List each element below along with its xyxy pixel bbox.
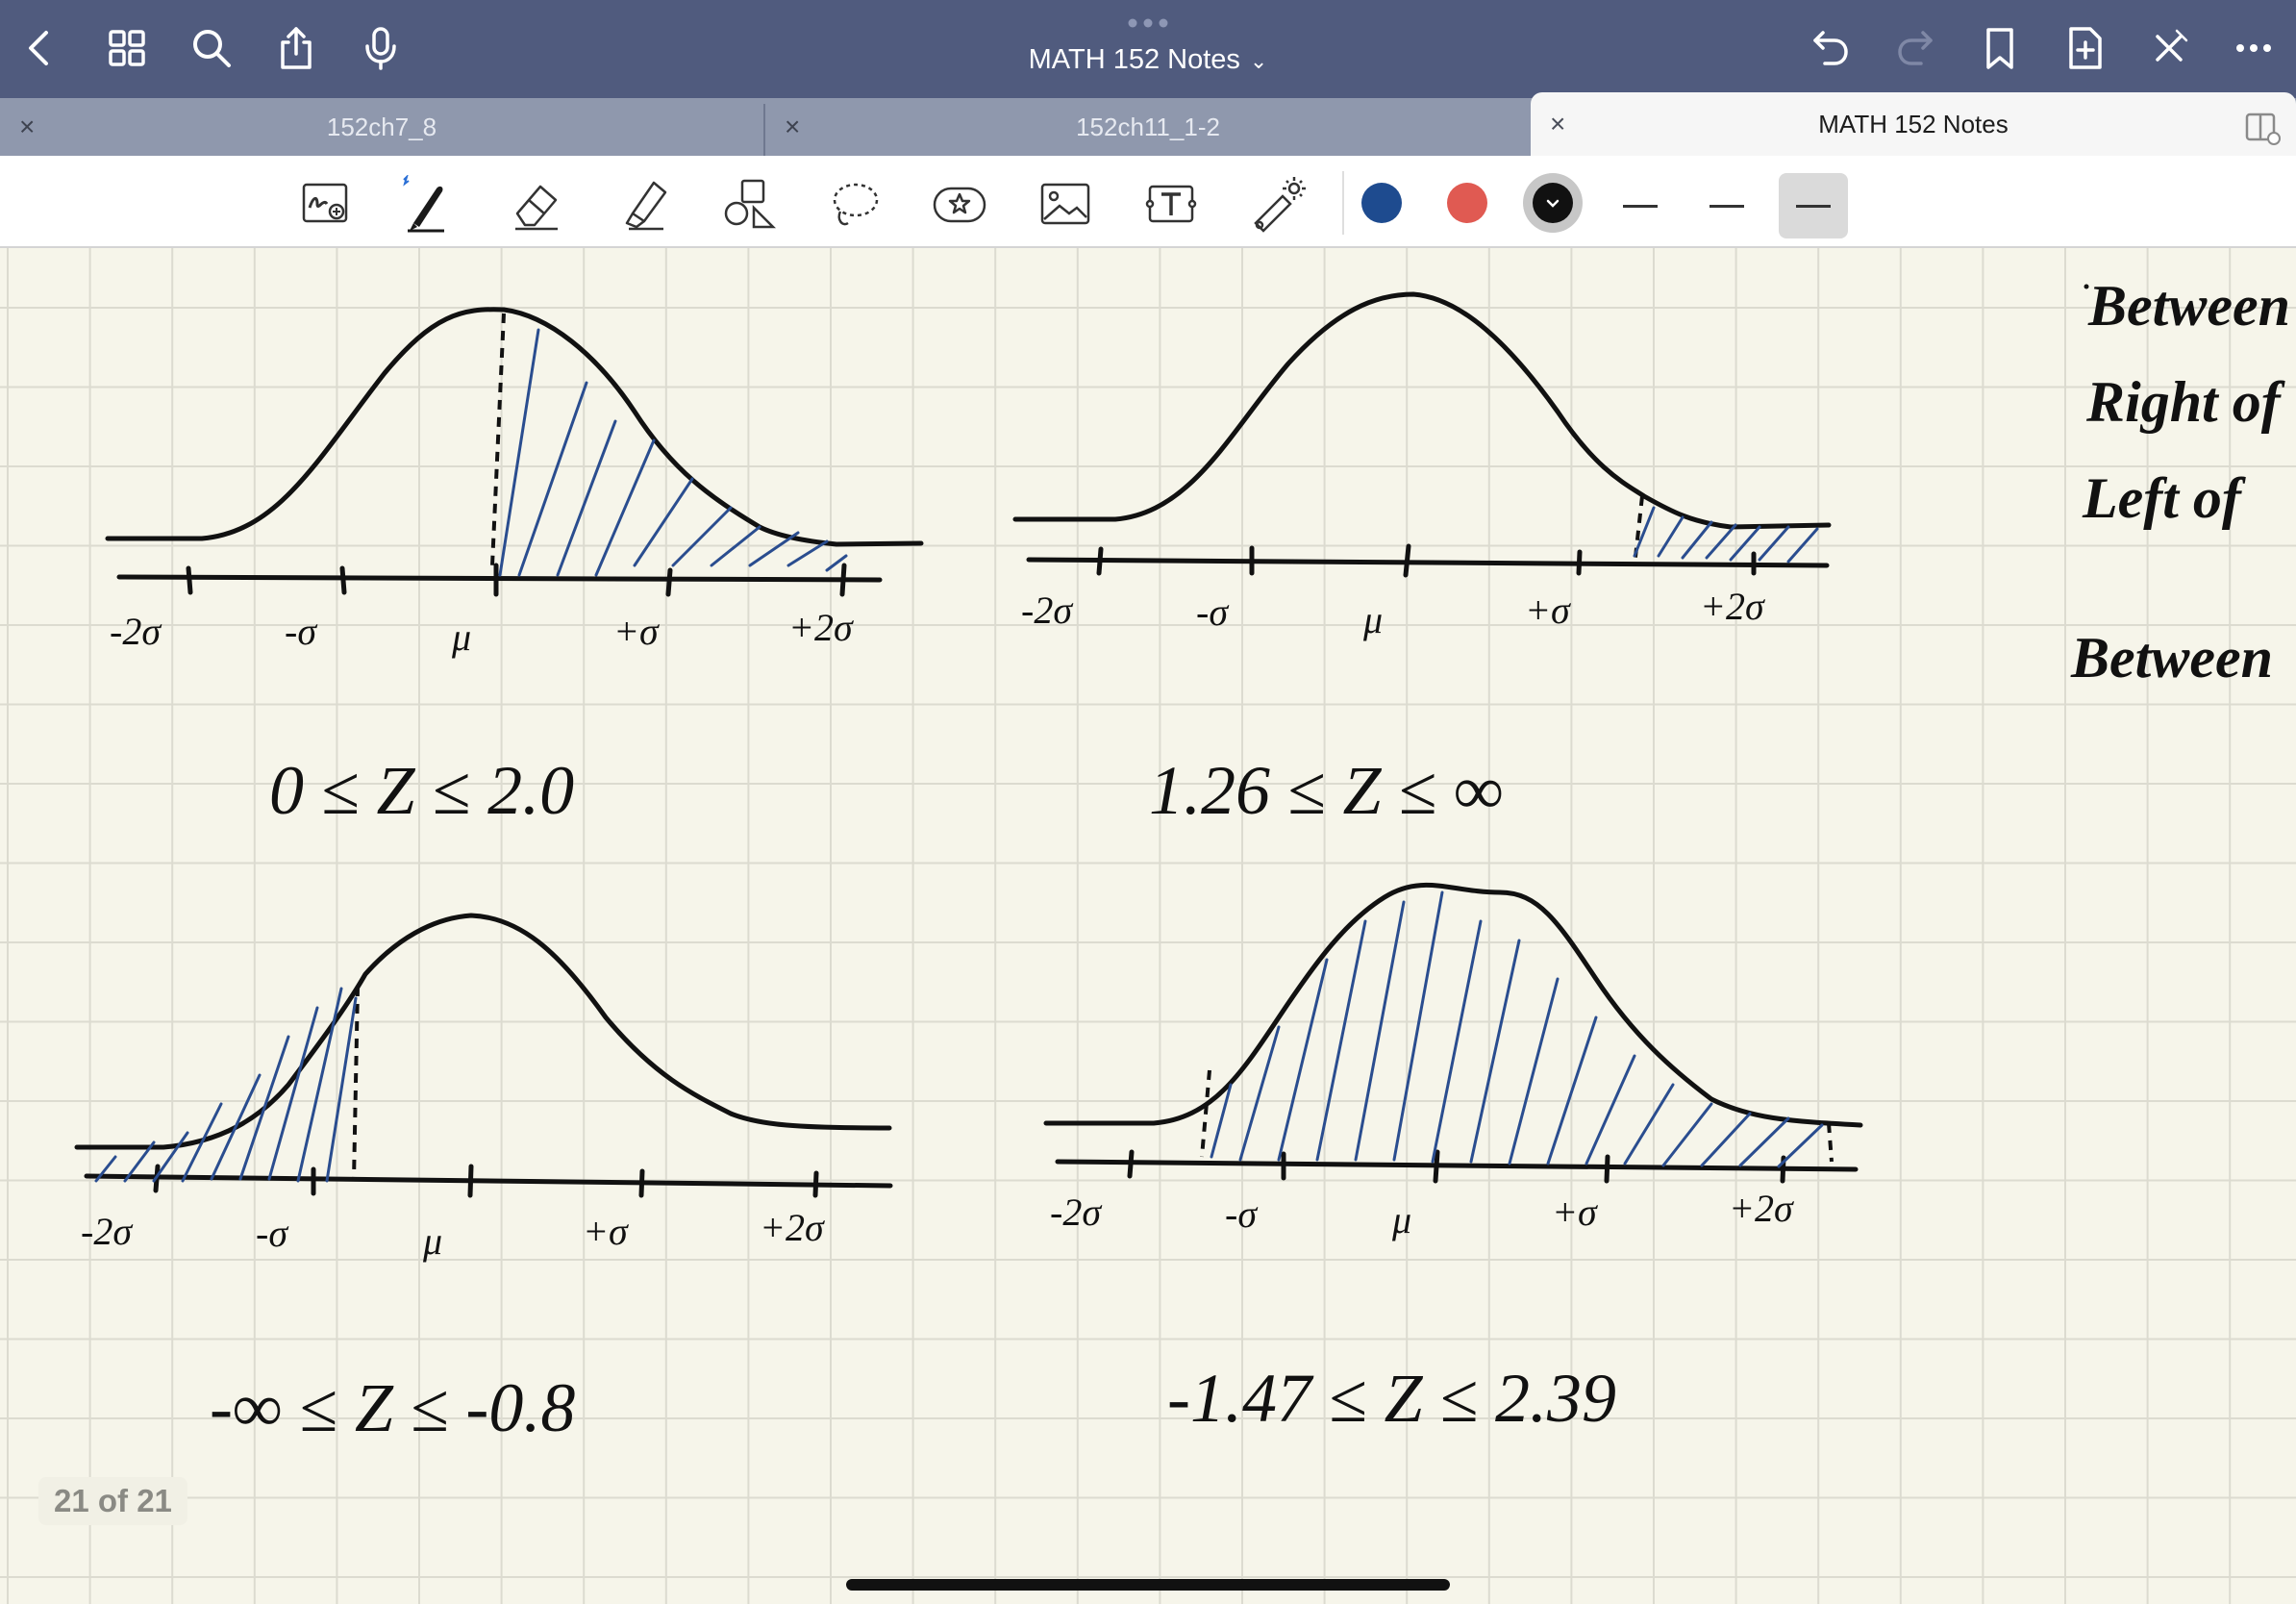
- tab-label: 152ch11_1-2: [1076, 112, 1220, 141]
- label-plus-2-sigma: +2σ: [788, 606, 854, 649]
- note-canvas[interactable]: -2σ -σ μ +σ +2σ -2σ -σ μ +σ +2σ -2σ -σ μ…: [0, 248, 2296, 1604]
- chevron-down-icon: ⌄: [1249, 49, 1268, 73]
- tab-math-152-notes[interactable]: × MATH 152 Notes: [1531, 92, 2296, 156]
- tab-label: 152ch7_8: [326, 112, 437, 141]
- shapes-icon[interactable]: [719, 173, 781, 235]
- axis-3: [84, 1173, 893, 1189]
- color-swatch-black[interactable]: [1533, 183, 1573, 223]
- side-word-2: Right of: [2085, 370, 2285, 434]
- tab-152ch7-8[interactable]: × 152ch7_8: [0, 98, 763, 156]
- stroke-width-line: [1623, 204, 1658, 208]
- top-navigation-bar: [0, 0, 2296, 98]
- label-minus-sigma: -σ: [1196, 590, 1229, 634]
- search-icon[interactable]: [185, 21, 238, 75]
- bell-curve-4: [1043, 882, 1863, 1128]
- text-box-icon[interactable]: [1140, 173, 1202, 235]
- label-mu: μ: [451, 615, 471, 659]
- label-plus-2-sigma: +2σ: [1700, 585, 1765, 628]
- label-minus-2-sigma: -2σ: [110, 610, 162, 653]
- stroke-width-option-2[interactable]: [1692, 173, 1761, 238]
- redo-icon[interactable]: [1888, 21, 1942, 75]
- eraser-icon[interactable]: [506, 173, 567, 235]
- label-minus-sigma: -σ: [1225, 1192, 1258, 1236]
- label-mu: μ: [1362, 598, 1383, 641]
- side-word-1: Between: [2087, 274, 2290, 338]
- grid-paper-background: [0, 248, 2296, 1604]
- grid-icon[interactable]: [100, 21, 154, 75]
- close-pen-icon[interactable]: [2142, 21, 2196, 75]
- share-icon[interactable]: [269, 21, 323, 75]
- label-plus-sigma: +σ: [613, 610, 660, 653]
- axis-4: [1055, 1159, 1859, 1172]
- stroke-width-line: [1710, 204, 1744, 208]
- home-indicator[interactable]: [846, 1579, 1450, 1591]
- pen-icon[interactable]: [394, 173, 456, 235]
- microphone-icon[interactable]: [354, 21, 408, 75]
- caption-graph-2: 1.26 ≤ Z ≤ ∞: [1149, 752, 1503, 829]
- close-icon[interactable]: ×: [785, 112, 801, 141]
- label-plus-sigma: +σ: [583, 1210, 629, 1253]
- caption-graph-3: -∞ ≤ Z ≤ -0.8: [210, 1369, 575, 1446]
- label-minus-2-sigma: -2σ: [1021, 589, 1073, 632]
- chevron-down-icon: [1546, 199, 1560, 208]
- split-view-icon[interactable]: [2244, 110, 2281, 146]
- window-grabber-icon[interactable]: [1127, 17, 1169, 29]
- sticker-icon[interactable]: [929, 173, 990, 235]
- handwritten-notes-layer: -2σ -σ μ +σ +2σ -2σ -σ μ +σ +2σ -2σ -σ μ…: [74, 274, 2290, 1446]
- label-plus-2-sigma: +2σ: [1729, 1187, 1794, 1230]
- bookmark-icon[interactable]: [1973, 21, 2027, 75]
- tab-divider: [763, 104, 765, 156]
- label-plus-sigma: +σ: [1525, 589, 1571, 632]
- stroke-width-line: [1796, 204, 1831, 208]
- label-minus-2-sigma: -2σ: [1050, 1190, 1102, 1234]
- document-title[interactable]: MATH 152 Notes ⌄: [961, 44, 1335, 76]
- caption-graph-1: 0 ≤ Z ≤ 2.0: [269, 752, 574, 829]
- back-icon[interactable]: [13, 21, 67, 75]
- stroke-width-option-3[interactable]: [1779, 173, 1848, 238]
- lasso-icon[interactable]: [825, 173, 886, 235]
- label-plus-sigma: +σ: [1552, 1190, 1598, 1234]
- axis-1: [116, 574, 883, 583]
- side-word-4: Between: [2070, 626, 2273, 689]
- page-counter: 21 of 21: [38, 1477, 187, 1525]
- zoom-writing-icon[interactable]: [294, 173, 356, 235]
- caption-graph-4: -1.47 ≤ Z ≤ 2.39: [1167, 1360, 1616, 1437]
- label-minus-2-sigma: -2σ: [81, 1210, 133, 1253]
- image-icon[interactable]: [1035, 173, 1096, 235]
- bell-curve-3: [74, 913, 892, 1150]
- label-mu: μ: [1391, 1198, 1411, 1241]
- add-page-icon[interactable]: [2058, 21, 2111, 75]
- tab-152ch11-1-2[interactable]: × 152ch11_1-2: [765, 98, 1531, 156]
- laser-pointer-icon[interactable]: [1246, 173, 1308, 235]
- color-swatch-blue[interactable]: [1361, 183, 1402, 223]
- close-icon[interactable]: ×: [1550, 109, 1566, 138]
- color-swatch-red[interactable]: [1447, 183, 1487, 223]
- side-word-3: Left of: [2082, 466, 2246, 530]
- label-minus-sigma: -σ: [256, 1212, 288, 1255]
- bell-curve-2: [1012, 291, 1832, 530]
- label-plus-2-sigma: +2σ: [760, 1206, 825, 1249]
- undo-icon[interactable]: [1804, 21, 1858, 75]
- close-icon[interactable]: ×: [19, 112, 36, 141]
- document-title-text: MATH 152 Notes: [1028, 44, 1240, 75]
- highlighter-icon[interactable]: [613, 173, 675, 235]
- toolbar-divider: [1342, 171, 1344, 235]
- label-minus-sigma: -σ: [285, 610, 317, 653]
- axis-2: [1026, 557, 1830, 568]
- more-icon[interactable]: [2227, 21, 2281, 75]
- tab-label: MATH 152 Notes: [1818, 109, 2009, 138]
- stroke-width-option-1[interactable]: [1606, 173, 1675, 238]
- label-mu: μ: [422, 1219, 442, 1263]
- bell-curve-1: [105, 307, 924, 547]
